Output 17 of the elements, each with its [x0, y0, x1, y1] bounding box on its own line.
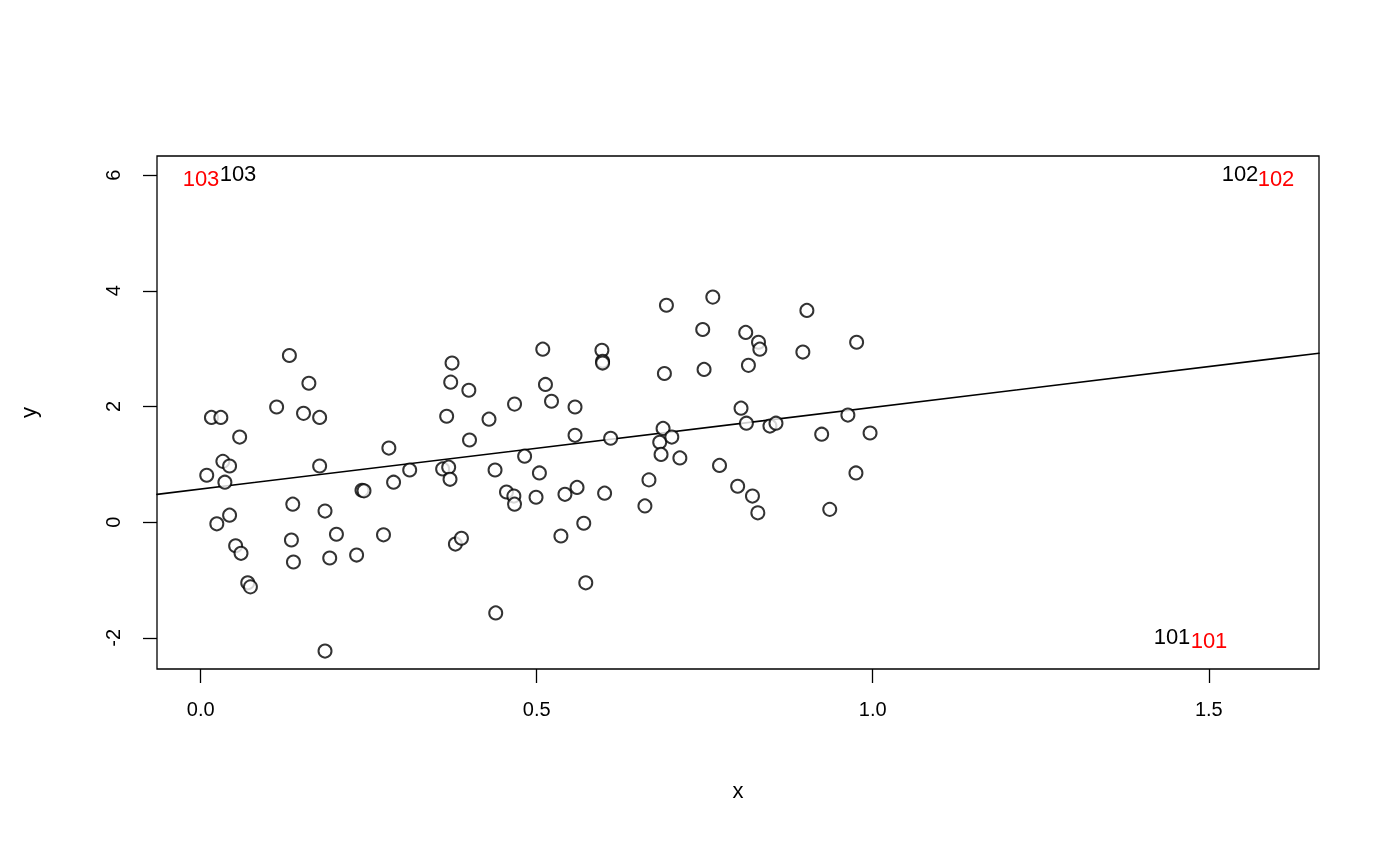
y-tick-label: 0: [102, 516, 124, 528]
annotation: 102: [1257, 165, 1295, 191]
y-tick-label: 4: [102, 285, 124, 297]
annotation: 103: [182, 165, 220, 191]
x-axis-title: x: [732, 777, 744, 803]
x-tick-label: 1.5: [1194, 698, 1223, 720]
annotation: 101: [1190, 627, 1228, 653]
y-axis-title: y: [15, 407, 41, 418]
x-tick-label: 0.0: [186, 698, 215, 720]
annotation: 103: [219, 160, 257, 186]
y-tick-label: -2: [102, 628, 124, 647]
annotation: 101: [1153, 623, 1191, 649]
y-tick-label: 6: [102, 169, 124, 181]
x-tick-label: 0.5: [522, 698, 551, 720]
annotation: 102: [1221, 160, 1259, 186]
x-tick-label: 1.0: [858, 698, 887, 720]
y-tick-label: 2: [102, 400, 124, 412]
